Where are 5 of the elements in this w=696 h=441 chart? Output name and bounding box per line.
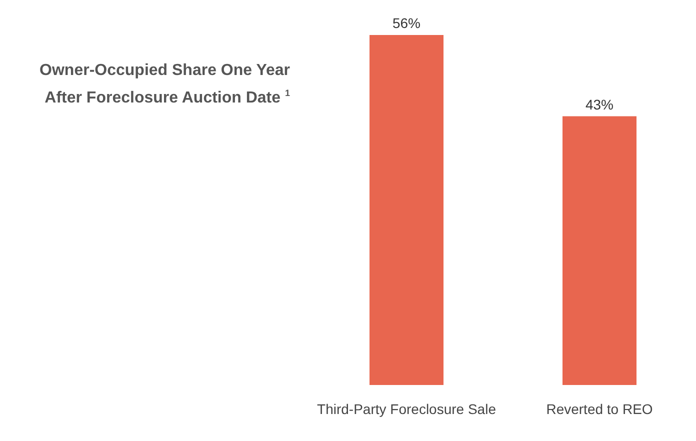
data-label: 56% [392, 15, 421, 31]
x-tick-label: Reverted to REO [546, 401, 653, 417]
text: Owner-Occupied Share One Year After Foreclosure Auction Date $^{1}$ [38, 61, 290, 108]
data-label: 43% [585, 96, 614, 112]
x-tick-label: Third-Party Foreclosure Sale [317, 401, 496, 417]
